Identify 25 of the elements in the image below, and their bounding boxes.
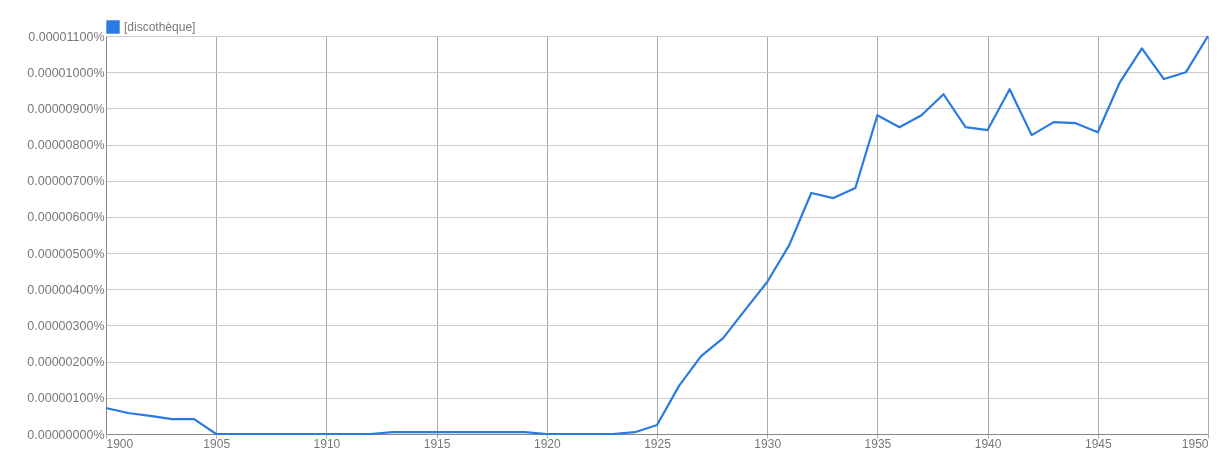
line-series <box>104 34 1210 436</box>
y-tick-label: 0.00000000% <box>27 427 105 442</box>
x-tick-label: 1915 <box>423 436 451 451</box>
y-tick-label: 0.00000300% <box>27 318 105 333</box>
y-tick-label: 0.00000600% <box>27 210 105 225</box>
x-tick-label: 1920 <box>533 436 561 451</box>
x-tick-label: 1940 <box>974 436 1002 451</box>
y-tick-label: 0.00000100% <box>27 391 105 406</box>
y-tick-label: 0.00000500% <box>27 246 105 261</box>
x-tick-label: 1945 <box>1084 436 1112 451</box>
x-tick-label: 1900 <box>106 436 134 451</box>
y-tick-label: 0.00001100% <box>28 29 105 44</box>
x-tick-label: 1935 <box>864 436 892 451</box>
x-tick-label: 1950 <box>1181 436 1209 451</box>
y-tick-label: 0.00000200% <box>27 355 105 370</box>
y-tick-label: 0.00000400% <box>27 282 105 297</box>
y-tick-label: 0.00001000% <box>27 65 105 80</box>
x-tick-label: 1910 <box>313 436 341 451</box>
x-tick-label: 1930 <box>754 436 782 451</box>
legend-label: [discothèque] <box>124 20 196 34</box>
y-tick-label: 0.00000900% <box>27 101 105 116</box>
x-tick-label: 1925 <box>644 436 672 451</box>
x-tick-label: 1905 <box>203 436 231 451</box>
y-tick-label: 0.00000800% <box>27 138 105 153</box>
y-tick-label: 0.00000700% <box>27 174 105 189</box>
